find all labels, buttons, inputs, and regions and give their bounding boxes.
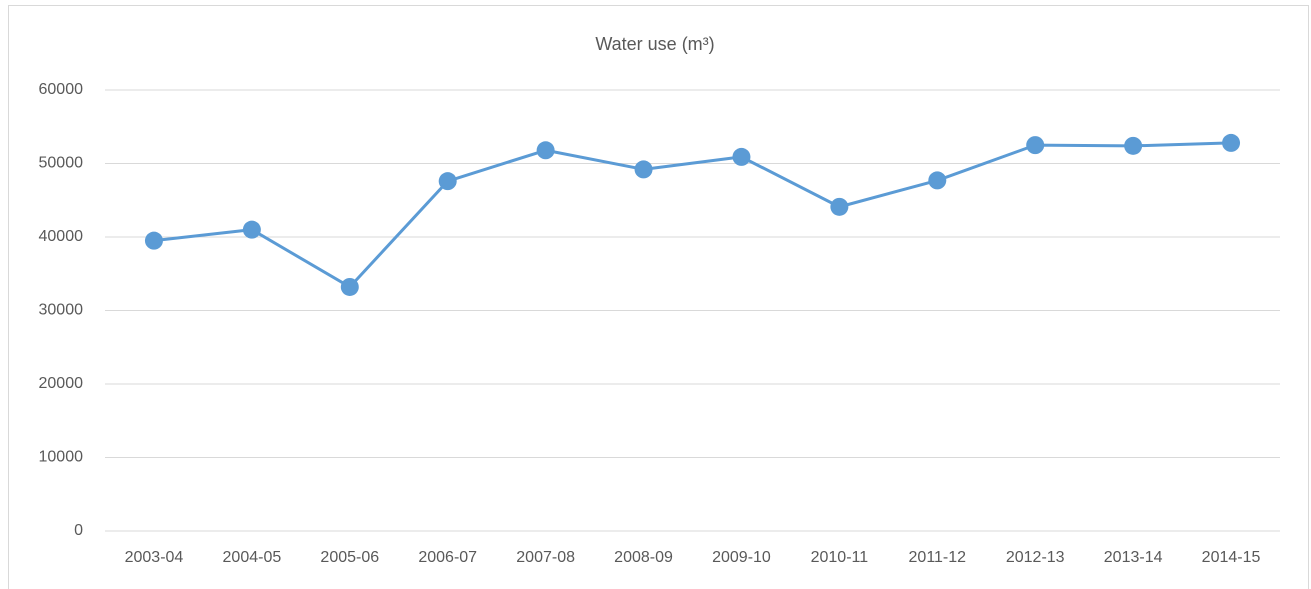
x-tick-label: 2007-08 [516, 549, 575, 566]
x-tick-label: 2003-04 [125, 549, 184, 566]
data-point [830, 197, 849, 216]
data-point [144, 231, 163, 250]
x-tick-label: 2011-12 [909, 549, 967, 566]
data-point [1222, 133, 1241, 152]
x-tick-label: 2012-13 [1006, 549, 1065, 566]
y-tick-label: 0 [74, 522, 83, 539]
x-tick-label: 2008-09 [614, 549, 673, 566]
data-point [536, 141, 555, 160]
data-point [1124, 136, 1143, 155]
data-point [928, 171, 947, 190]
chart-frame [8, 5, 1309, 589]
y-tick-label: 10000 [39, 449, 84, 466]
data-point [438, 172, 457, 191]
y-tick-label: 60000 [39, 81, 84, 98]
y-tick-label: 50000 [39, 155, 84, 172]
data-point [1026, 136, 1045, 155]
data-line [153, 141, 1232, 289]
y-tick-label: 20000 [39, 375, 84, 392]
y-tick-label: 40000 [39, 228, 84, 245]
data-point [732, 147, 751, 166]
data-point [340, 277, 359, 296]
x-tick-label: 2006-07 [418, 549, 477, 566]
x-tick-label: 2010-11 [811, 549, 869, 566]
x-tick-label: 2004-05 [223, 549, 282, 566]
x-tick-label: 2005-06 [320, 549, 379, 566]
chart-title: Water use (m³) [595, 34, 714, 54]
x-tick-label: 2014-15 [1202, 549, 1261, 566]
x-tick-label: 2009-10 [712, 549, 771, 566]
data-point [242, 220, 261, 239]
x-tick-label: 2013-14 [1104, 549, 1163, 566]
y-tick-label: 30000 [39, 302, 84, 319]
data-point [634, 160, 653, 179]
